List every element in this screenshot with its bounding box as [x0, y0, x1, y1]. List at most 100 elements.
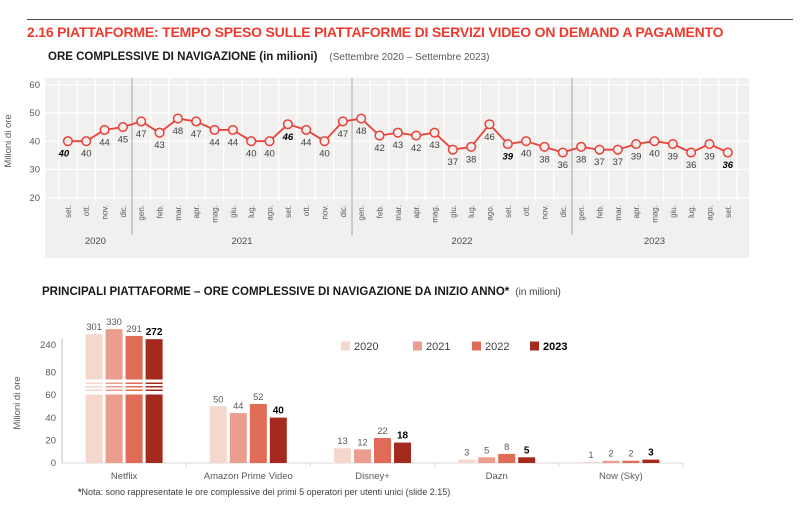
bar	[105, 329, 123, 463]
bar	[498, 453, 516, 463]
line-chart-period: (Settembre 2020 – Settembre 2023)	[329, 52, 490, 63]
data-point	[539, 141, 550, 152]
svg-text:39: 39	[503, 152, 514, 163]
category-label: Disney+	[355, 471, 390, 482]
svg-text:44: 44	[228, 137, 239, 148]
svg-text:mag.: mag.	[650, 205, 659, 223]
legend: 2020 2021 2022 2023	[341, 341, 567, 353]
bar-value-label: 52	[253, 392, 263, 402]
line-series	[62, 113, 733, 158]
svg-text:48: 48	[356, 126, 367, 137]
footnote-marker: *	[78, 487, 82, 497]
svg-text:lug.: lug.	[467, 205, 476, 218]
svg-text:mag.: mag.	[211, 205, 220, 223]
svg-text:46: 46	[484, 132, 495, 143]
svg-text:giu.: giu.	[229, 205, 238, 218]
svg-text:ott.: ott.	[82, 205, 91, 216]
svg-text:36: 36	[558, 160, 569, 171]
svg-text:39: 39	[704, 152, 715, 163]
svg-text:lug.: lug.	[247, 205, 256, 218]
svg-text:20: 20	[29, 193, 40, 204]
data-point	[631, 138, 642, 150]
bar	[249, 403, 267, 463]
footnote-text: Nota: sono rappresentate le ore compless…	[81, 487, 451, 497]
svg-text:40: 40	[264, 149, 275, 160]
svg-text:gen.: gen.	[137, 205, 146, 221]
svg-text:40: 40	[45, 413, 56, 424]
svg-text:37: 37	[448, 157, 459, 168]
bar	[374, 438, 391, 463]
svg-text:feb.: feb.	[156, 205, 165, 218]
data-point	[264, 136, 275, 147]
data-point	[612, 144, 623, 155]
data-point	[301, 124, 312, 135]
bar-value-label: 330	[106, 317, 122, 327]
divider	[27, 19, 793, 20]
bar	[478, 457, 496, 463]
month-labels: set. ott. nov. dic. gen. feb. mar. apr. mag. giu.…	[64, 205, 733, 223]
svg-text:gen.: gen.	[577, 205, 586, 221]
svg-text:40: 40	[319, 149, 330, 160]
bar	[394, 442, 411, 463]
svg-text:apr.: apr.	[192, 205, 201, 218]
bar	[269, 417, 287, 463]
svg-text:50: 50	[29, 108, 40, 119]
svg-text:set.: set.	[724, 205, 733, 218]
category-label: Now (Sky)	[599, 471, 643, 482]
svg-text:39: 39	[631, 152, 642, 163]
svg-text:44: 44	[301, 137, 312, 148]
data-point	[686, 147, 697, 158]
category-label: Amazon Prime Video	[204, 471, 293, 482]
footnote: *Nota: sono rappresentate le ore comples…	[78, 487, 450, 497]
y-axis: 20 30 40 50 60 Milioni di ore	[3, 80, 40, 204]
bar-value-label: 12	[357, 437, 367, 447]
svg-text:set.: set.	[504, 205, 513, 218]
data-point	[99, 124, 110, 135]
svg-text:20: 20	[45, 436, 56, 447]
legend-swatch	[413, 341, 422, 351]
bar-value-label: 40	[273, 406, 285, 417]
svg-text:43: 43	[393, 140, 404, 151]
svg-text:240: 240	[40, 340, 56, 351]
svg-text:37: 37	[613, 157, 624, 168]
svg-text:set.: set.	[64, 205, 73, 218]
data-point	[521, 136, 532, 147]
bar	[334, 448, 351, 463]
line-chart-header: ORE COMPLESSIVE DI NAVIGAZIONE (in milio…	[48, 51, 490, 63]
svg-text:2020: 2020	[85, 236, 106, 247]
svg-text:2021: 2021	[231, 236, 252, 247]
svg-text:giu.: giu.	[449, 205, 458, 218]
bar	[642, 459, 660, 463]
legend-swatch	[472, 341, 481, 351]
bar-value-label: 291	[126, 324, 142, 334]
svg-text:44: 44	[209, 137, 220, 148]
bar-value-label: 44	[233, 401, 243, 411]
svg-text:feb.: feb.	[376, 205, 385, 218]
data-point	[319, 136, 330, 147]
bar-value-label: 13	[337, 436, 347, 446]
svg-text:feb.: feb.	[595, 205, 604, 218]
bar-chart-title: PRINCIPALI PIATTAFORME – ORE COMPLESSIVE…	[42, 286, 510, 298]
bar-value-label: 272	[146, 327, 163, 338]
data-point	[502, 138, 513, 150]
svg-text:30: 30	[29, 165, 40, 176]
svg-text:set.: set.	[284, 205, 293, 218]
svg-text:ott.: ott.	[522, 205, 531, 216]
svg-text:Milioni di ore: Milioni di ore	[3, 114, 14, 167]
data-point	[447, 144, 458, 155]
bar	[145, 339, 163, 463]
svg-text:40: 40	[81, 149, 92, 160]
legend-label: 2023	[543, 341, 567, 353]
svg-text:ago.: ago.	[266, 205, 275, 221]
legend-label: 2020	[354, 341, 378, 353]
svg-text:38: 38	[539, 154, 550, 165]
svg-text:42: 42	[411, 143, 422, 154]
data-point	[117, 122, 128, 133]
svg-text:ott.: ott.	[302, 205, 311, 216]
svg-text:45: 45	[118, 135, 129, 146]
data-point	[337, 116, 348, 127]
bar-value-label: 5	[484, 445, 489, 455]
svg-text:2023: 2023	[644, 236, 665, 247]
bar-value-label: 2	[608, 449, 613, 459]
